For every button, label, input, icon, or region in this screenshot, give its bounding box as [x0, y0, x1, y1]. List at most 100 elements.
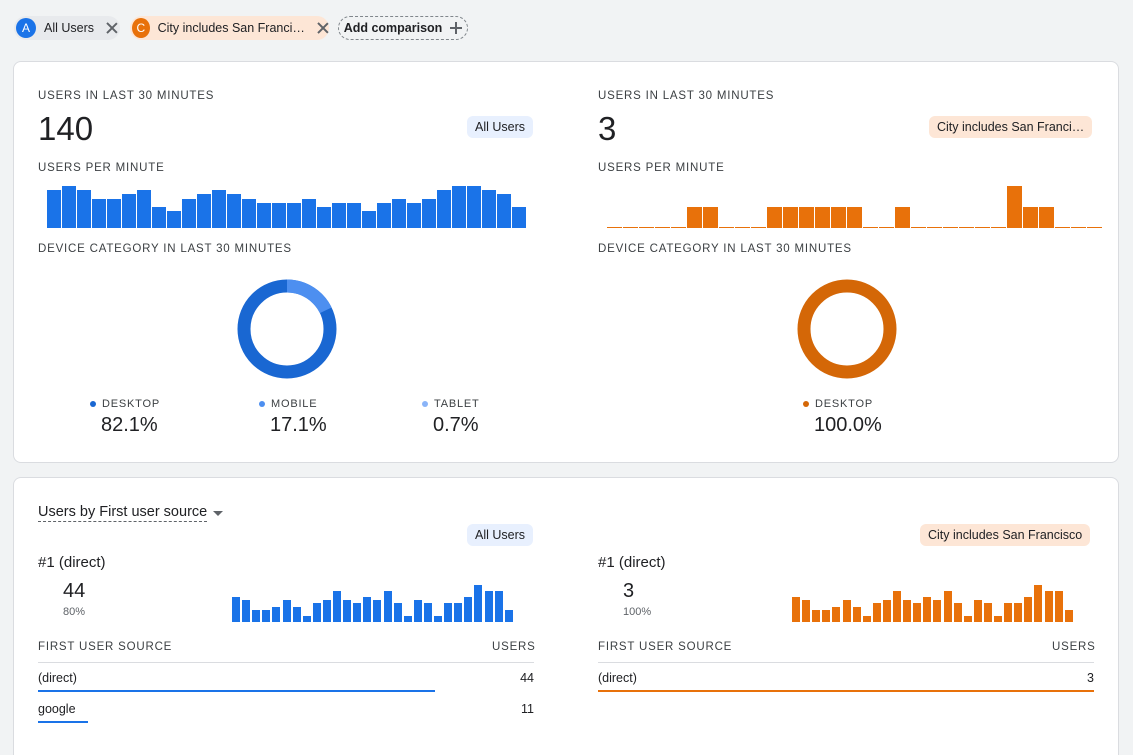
chart-bar [751, 227, 766, 228]
chart-bar [167, 211, 181, 228]
chart-bar [312, 603, 321, 622]
chart-bar [703, 207, 718, 228]
chart-bar [1055, 227, 1070, 228]
source-name[interactable]: (direct) [598, 671, 637, 685]
chart-bar [847, 207, 862, 228]
chart-bar [434, 616, 442, 622]
chart-bar [232, 597, 240, 622]
source-name[interactable]: (direct) [38, 671, 77, 685]
divider [38, 662, 534, 663]
realtime-card: USERS IN LAST 30 MINUTES 140 All Users U… [13, 61, 1119, 463]
column-header-source: FIRST USER SOURCE [38, 641, 173, 653]
segment-pill: All Users [467, 116, 534, 138]
users-caption: USERS IN LAST 30 MINUTES [38, 90, 215, 102]
chart-bar [242, 199, 256, 228]
chart-bar [792, 597, 800, 622]
chart-bar [392, 199, 406, 228]
chart-bar [983, 603, 992, 622]
chart-bar [494, 591, 503, 622]
chart-bar [1071, 227, 1086, 228]
chart-bar [943, 227, 958, 228]
chart-bar [182, 199, 196, 228]
column-header-users: USERS [1052, 641, 1096, 653]
chart-bar [47, 190, 61, 228]
chart-bar [454, 603, 463, 622]
dot-icon [803, 401, 809, 407]
chart-bar [1064, 610, 1073, 622]
comparison-chip-all-users[interactable]: A All Users [14, 16, 120, 40]
column-header-source: FIRST USER SOURCE [598, 641, 733, 653]
chart-bar [302, 199, 316, 228]
per-minute-caption: USERS PER MINUTE [38, 162, 165, 174]
chart-bar [152, 207, 166, 228]
legend-value: 17.1% [270, 414, 327, 436]
source-name[interactable]: google [38, 702, 76, 716]
close-icon[interactable] [315, 20, 329, 36]
device-donut [237, 279, 337, 379]
segment-pill: All Users [467, 524, 534, 546]
chart-bar [913, 603, 922, 622]
chart-bar [671, 227, 686, 228]
rank-label: #1 (direct) [598, 554, 666, 571]
source-sparkline [792, 582, 1092, 622]
source-share-bar [598, 690, 1094, 692]
divider [598, 662, 1094, 663]
chart-bar [872, 603, 881, 622]
dot-icon [90, 401, 96, 407]
users-per-minute-chart [47, 182, 527, 228]
chart-bar [927, 227, 942, 228]
source-share-bar [38, 721, 88, 723]
rank-value: 3 [623, 580, 635, 602]
close-icon[interactable] [104, 20, 120, 36]
chart-bar [413, 600, 422, 622]
chart-bar [863, 227, 878, 228]
comparison-chip-city[interactable]: C City includes San Franci… [130, 16, 329, 40]
legend-tablet: TABLET 0.7% [422, 398, 480, 437]
donut-desktop [797, 279, 897, 379]
chart-bar [959, 227, 974, 228]
chart-bar [767, 207, 782, 228]
chart-bar [287, 203, 301, 228]
add-comparison-button[interactable]: Add comparison [338, 16, 468, 40]
legend-value: 100.0% [814, 414, 882, 436]
users-caption: USERS IN LAST 30 MINUTES [598, 90, 775, 102]
chart-bar [639, 227, 654, 228]
legend-label: DESKTOP [102, 398, 160, 410]
chart-bar [1034, 585, 1043, 622]
column-header-users: USERS [492, 641, 536, 653]
rank-value: 44 [63, 580, 86, 602]
chart-bar [832, 607, 841, 622]
chart-bar [1023, 207, 1038, 228]
legend-desktop: DESKTOP 82.1% [90, 398, 160, 437]
dimension-dropdown[interactable]: Users by First user source [38, 504, 224, 522]
segment-pill: City includes San Franci… [929, 116, 1093, 138]
rank-percent: 100% [623, 606, 652, 618]
chart-bar [482, 190, 496, 228]
chart-bar [333, 591, 341, 622]
chart-bar [302, 616, 311, 622]
legend-desktop: DESKTOP 100.0% [803, 398, 882, 437]
comparison-label: All Users [43, 21, 94, 35]
chart-bar [943, 591, 952, 622]
chart-bar [92, 199, 106, 228]
chart-bar [62, 186, 76, 228]
chart-bar [422, 199, 436, 228]
source-users: 11 [521, 702, 534, 716]
chart-bar [812, 610, 821, 622]
chart-bar [911, 227, 926, 228]
legend-label: MOBILE [271, 398, 318, 410]
chart-bar [242, 600, 251, 622]
chart-bar [363, 597, 372, 622]
chart-bar [973, 600, 982, 622]
chart-bar [815, 207, 830, 228]
chart-bar [444, 603, 453, 622]
chart-bar [687, 207, 702, 228]
legend-mobile: MOBILE 17.1% [259, 398, 327, 437]
chart-bar [1007, 186, 1022, 228]
comparison-badge-c: C [132, 18, 150, 38]
chart-bar [842, 600, 851, 622]
chart-bar [879, 227, 894, 228]
users-per-minute-chart [607, 182, 1102, 228]
chart-bar [1087, 227, 1102, 228]
chart-bar [831, 207, 846, 228]
